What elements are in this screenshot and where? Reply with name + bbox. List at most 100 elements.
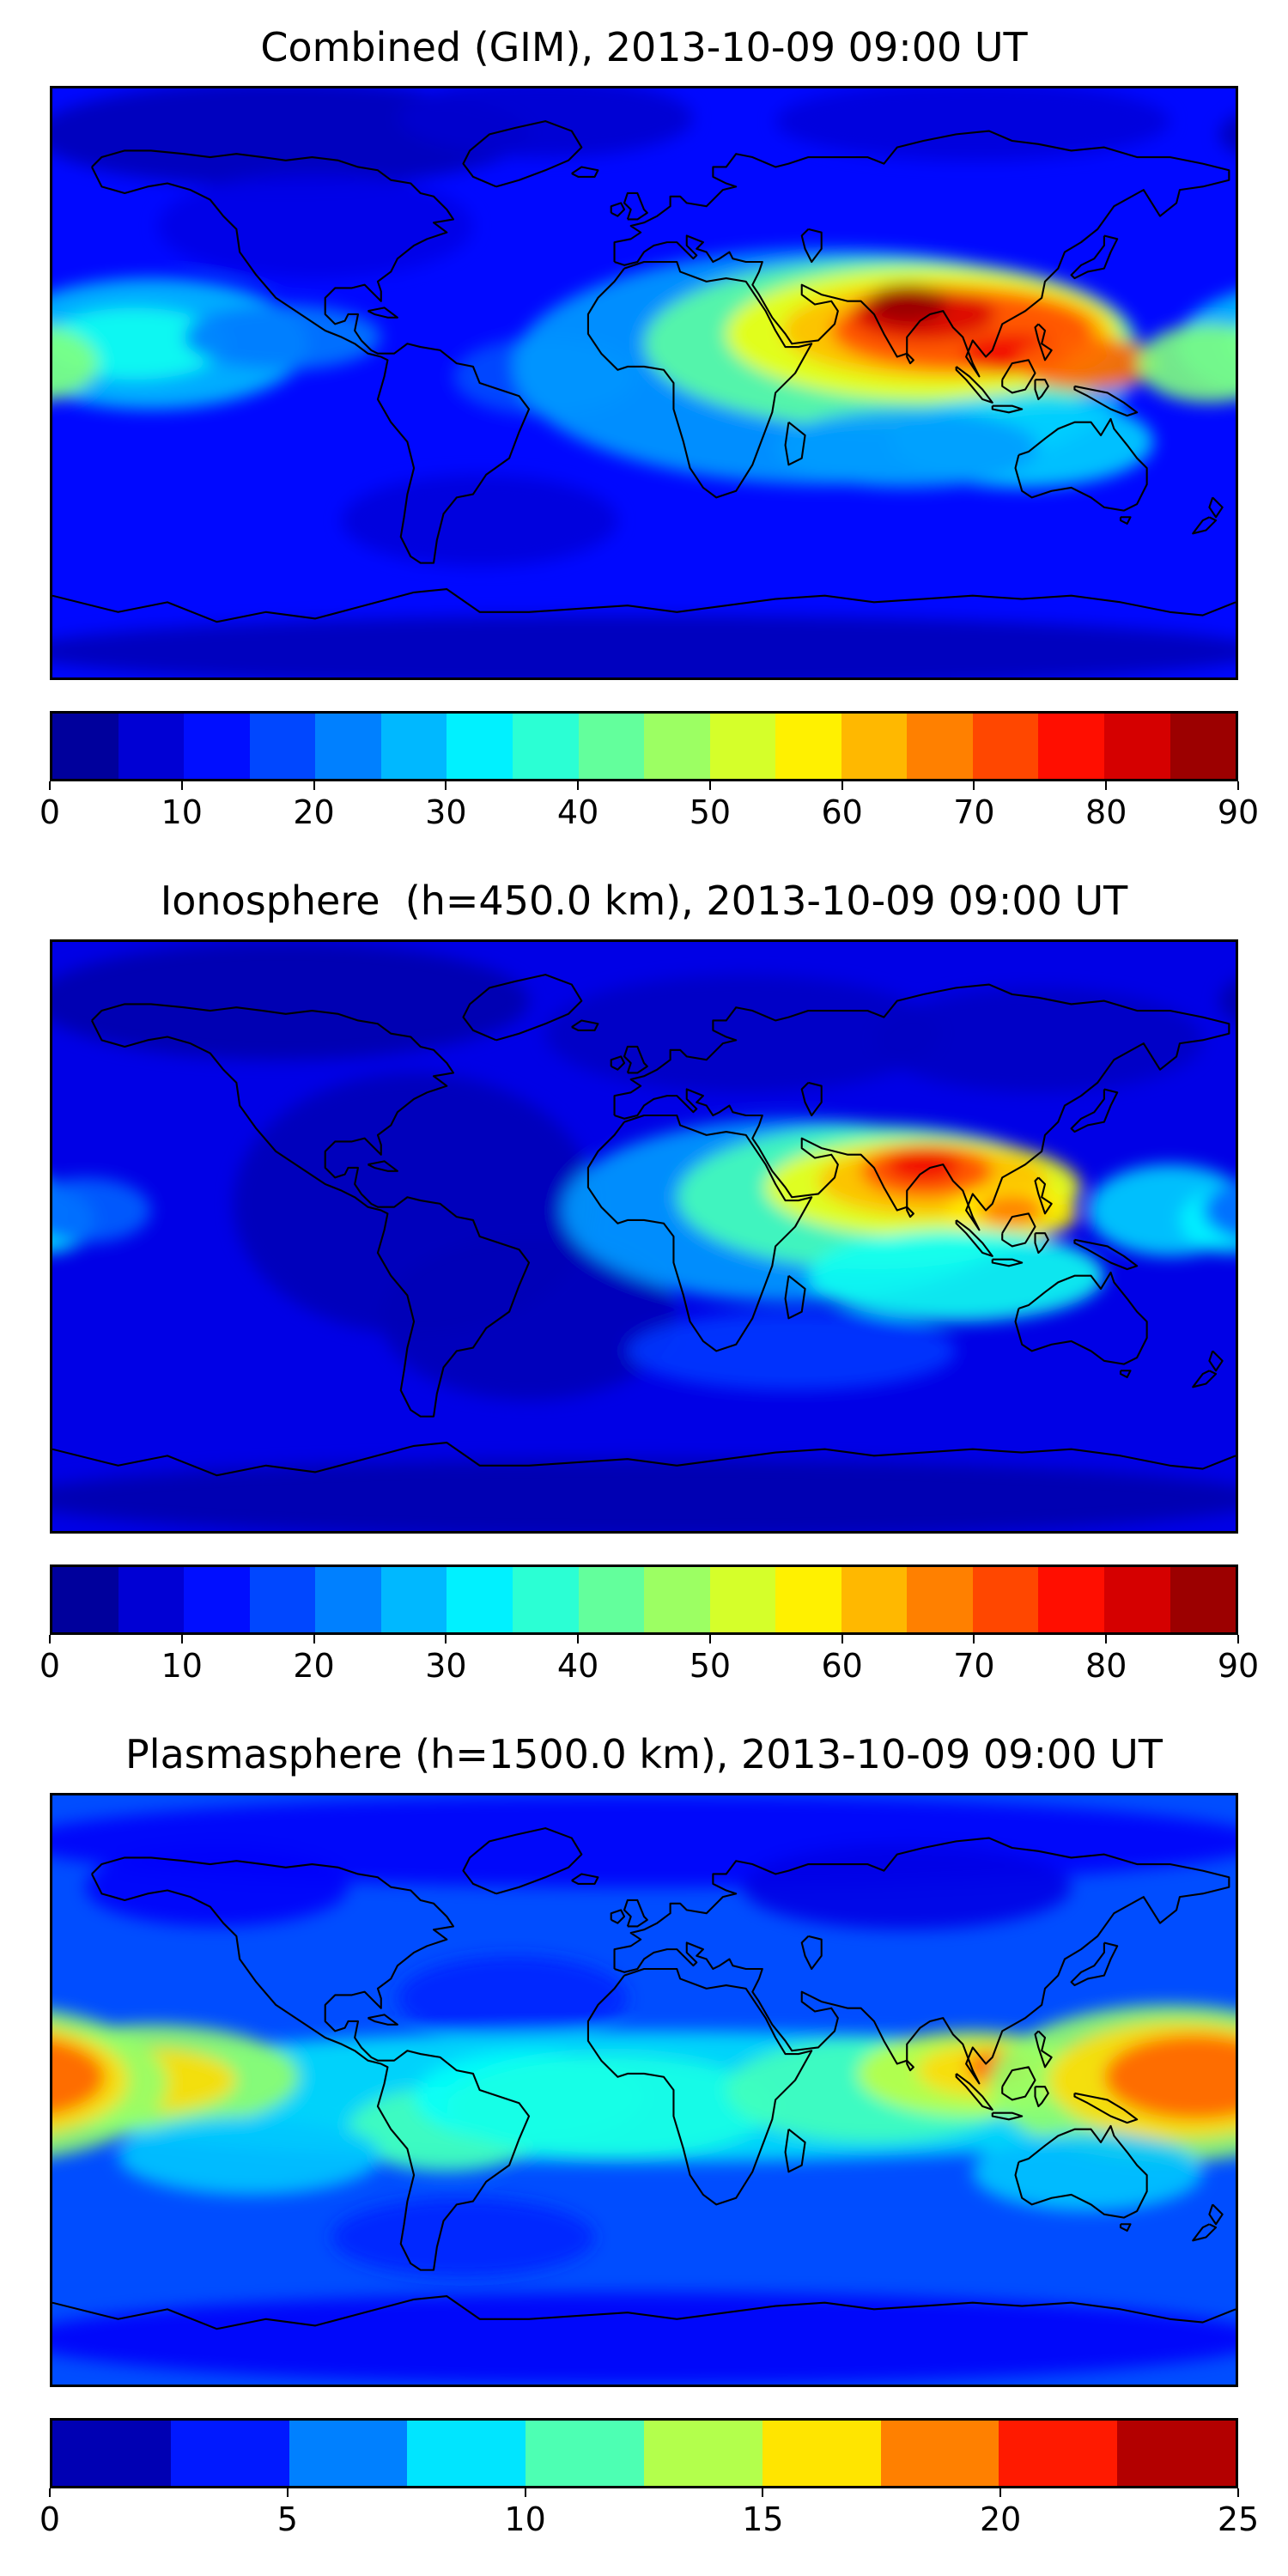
colorbar-segment	[1104, 714, 1170, 779]
colorbar-segment	[512, 1567, 579, 1632]
colorbar-tick-label: 0	[39, 793, 61, 831]
colorbar-tick-label: 30	[425, 793, 467, 831]
colorbar-tick-label: 60	[821, 793, 863, 831]
colorbar-tick-label: 0	[39, 1647, 61, 1685]
colorbar-tick-mark	[49, 1635, 51, 1643]
colorbar-segment	[249, 714, 316, 779]
colorbar-segment	[184, 1567, 250, 1632]
colorbar-tick-label: 40	[556, 793, 599, 831]
colorbar-segment	[249, 1567, 316, 1632]
colorbar-segment	[578, 1567, 645, 1632]
colorbar-segment	[644, 1567, 710, 1632]
colorbar-segment	[380, 1567, 447, 1632]
colorbar-gradient	[50, 711, 1238, 781]
colorbar-tick-label: 15	[742, 2500, 784, 2538]
colorbar-segment	[1170, 714, 1236, 779]
colorbar-tick-mark	[313, 1635, 315, 1643]
colorbar-segment	[1104, 1567, 1170, 1632]
colorbar-tick-mark	[973, 1635, 975, 1643]
colorbar-segment	[999, 2421, 1118, 2486]
colorbar-segment	[709, 714, 776, 779]
colorbar-tick-mark	[708, 1635, 711, 1643]
colorbar-tick-label: 50	[689, 1647, 732, 1685]
colorbar-gradient	[50, 1564, 1238, 1635]
colorbar-combined: 0 10 20 30 40 50 60 70 80 90	[39, 711, 1259, 833]
colorbar-tick-mark	[286, 2488, 289, 2497]
colorbar-segment	[1170, 1567, 1236, 1632]
chart-title-combined: Combined (GIM), 2013-10-09 09:00 UT	[260, 24, 1028, 70]
colorbar-tick-label: 90	[1217, 793, 1260, 831]
colorbar-tick-mark	[1237, 781, 1239, 790]
colorbar-tick-label: 50	[689, 793, 732, 831]
colorbar-tick-mark	[180, 781, 183, 790]
colorbar-segment	[52, 1567, 118, 1632]
colorbar-tick-label: 10	[161, 793, 203, 831]
colorbar-tick-mark	[841, 781, 843, 790]
colorbar-tick-mark	[577, 1635, 580, 1643]
colorbar-tick-label: 30	[425, 1647, 467, 1685]
colorbar-tick-mark	[445, 1635, 447, 1643]
map-ionosphere	[50, 939, 1238, 1534]
colorbar-segment	[1117, 2421, 1236, 2486]
colorbar-segment	[315, 1567, 381, 1632]
colorbar-tick-label: 0	[39, 2500, 61, 2538]
colorbar-segment	[907, 1567, 973, 1632]
panel-combined-gim: Combined (GIM), 2013-10-09 09:00 UT 0 10 2…	[39, 24, 1259, 833]
colorbar-tick-mark	[999, 2488, 1002, 2497]
colorbar-tick-row: 0 10 20 30 40 50 60 70 80 90	[39, 781, 1259, 833]
colorbar-tick-mark	[524, 2488, 526, 2497]
colorbar-segment	[52, 2421, 171, 2486]
chart-title-ionosphere: Ionosphere (h=450.0 km), 2013-10-09 09:0…	[160, 878, 1128, 924]
map-plasmasphere	[50, 1793, 1238, 2387]
colorbar-segment	[578, 714, 645, 779]
colorbar-tick-label: 10	[161, 1647, 203, 1685]
colorbar-tick-label: 60	[821, 1647, 863, 1685]
colorbar-segment	[762, 2421, 881, 2486]
colorbar-segment	[447, 714, 513, 779]
panel-ionosphere: Ionosphere (h=450.0 km), 2013-10-09 09:0…	[39, 878, 1259, 1686]
map-combined	[50, 86, 1238, 680]
colorbar-tick-mark	[762, 2488, 764, 2497]
colorbar-tick-label: 70	[953, 793, 995, 831]
colorbar-tick-mark	[708, 781, 711, 790]
colorbar-tick-mark	[841, 1635, 843, 1643]
colorbar-segment	[407, 2421, 526, 2486]
colorbar-segment	[526, 2421, 644, 2486]
colorbar-tick-label: 40	[556, 1647, 599, 1685]
colorbar-segment	[52, 714, 118, 779]
colorbar-tick-mark	[49, 781, 51, 790]
colorbar-segment	[709, 1567, 776, 1632]
colorbar-tick-label: 20	[293, 1647, 335, 1685]
colorbar-gradient	[50, 2418, 1238, 2488]
colorbar-segment	[775, 714, 841, 779]
world-contour-map-svg	[52, 1795, 1236, 2385]
colorbar-segment	[841, 714, 908, 779]
colorbar-tick-label: 5	[276, 2500, 298, 2538]
colorbar-segment	[315, 714, 381, 779]
colorbar-segment	[170, 2421, 289, 2486]
colorbar-tick-mark	[1237, 2488, 1239, 2497]
colorbar-segment	[512, 714, 579, 779]
colorbar-segment	[880, 2421, 999, 2486]
colorbar-tick-mark	[1105, 781, 1108, 790]
colorbar-tick-row: 0 10 20 30 40 50 60 70 80 90	[39, 1635, 1259, 1686]
colorbar-tick-label: 25	[1217, 2500, 1260, 2538]
colorbar-tick-mark	[445, 781, 447, 790]
colorbar-segment	[1038, 1567, 1104, 1632]
colorbar-tick-label: 20	[293, 793, 335, 831]
colorbar-tick-label: 90	[1217, 1647, 1260, 1685]
colorbar-tick-label: 10	[504, 2500, 546, 2538]
colorbar-tick-row: 0 5 10 15 20 25	[39, 2488, 1259, 2540]
colorbar-tick-mark	[577, 781, 580, 790]
colorbar-tick-label: 80	[1085, 1647, 1127, 1685]
colorbar-segment	[972, 714, 1039, 779]
colorbar-tick-mark	[1105, 1635, 1108, 1643]
colorbar-segment	[184, 714, 250, 779]
colorbar-tick-mark	[49, 2488, 51, 2497]
colorbar-tick-mark	[313, 781, 315, 790]
colorbar-tick-mark	[973, 781, 975, 790]
colorbar-segment	[118, 1567, 185, 1632]
colorbar-segment	[841, 1567, 908, 1632]
colorbar-segment	[643, 2421, 762, 2486]
